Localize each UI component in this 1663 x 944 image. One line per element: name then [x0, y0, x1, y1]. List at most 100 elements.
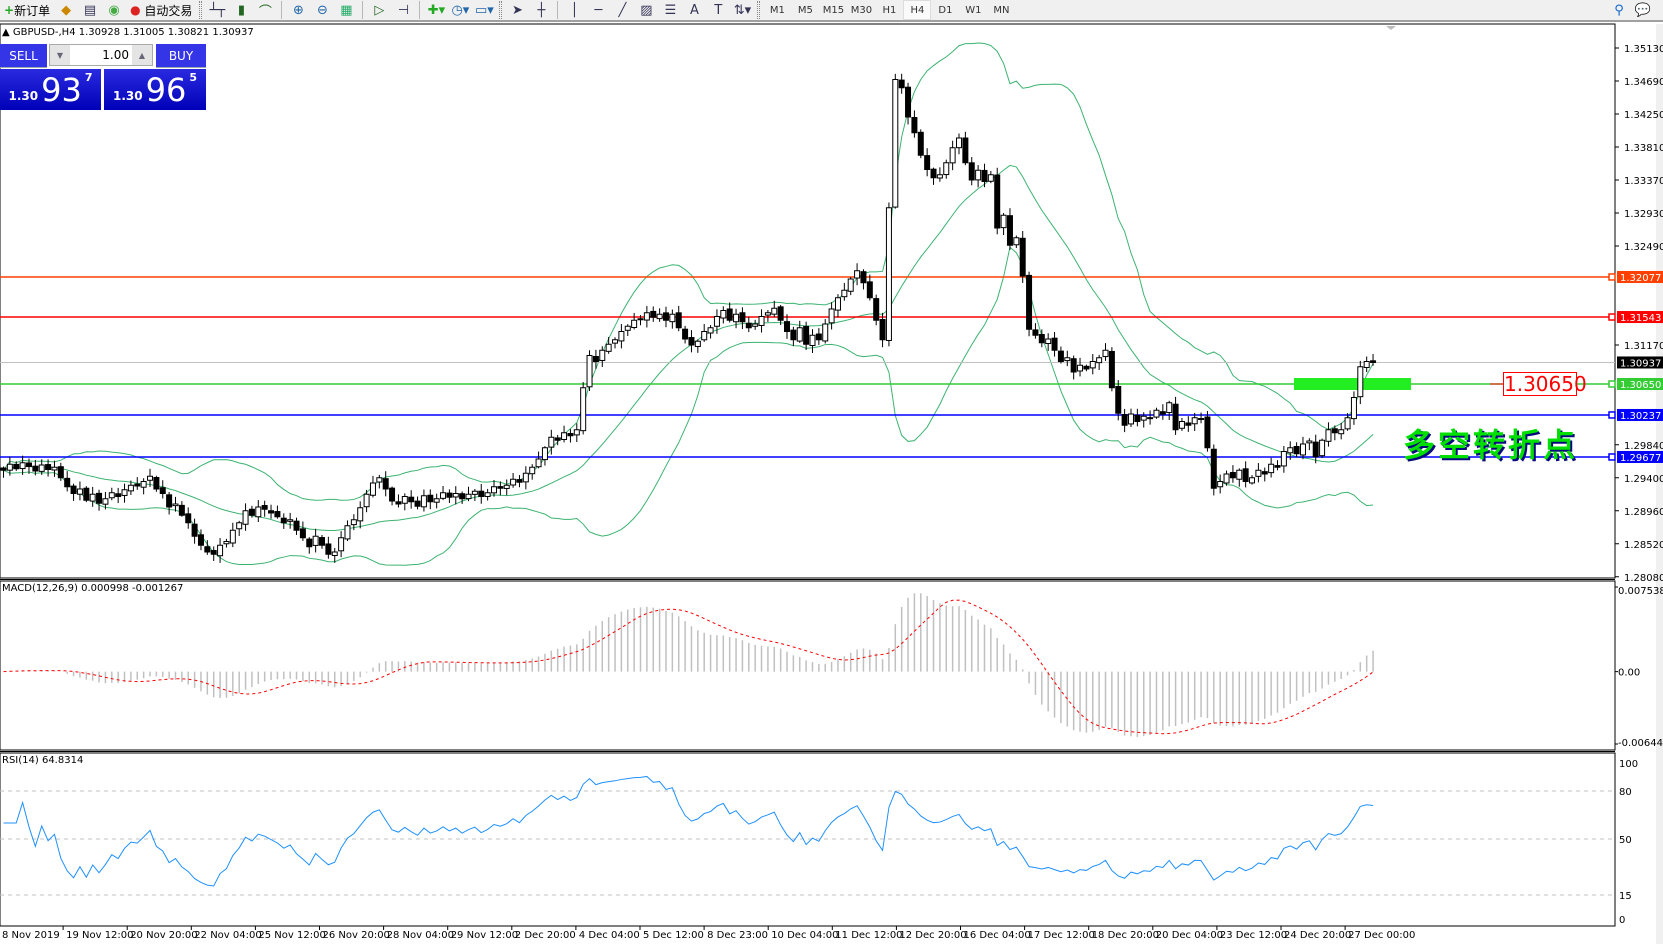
timeframe-m15[interactable]: M15: [822, 4, 845, 16]
price-tick-label: 1.28960: [1624, 507, 1663, 518]
candle: [427, 489, 434, 510]
tile-windows-icon[interactable]: ▦: [340, 2, 353, 18]
trendline-icon[interactable]: ╱: [618, 2, 627, 18]
bear-candle-body: [968, 162, 975, 181]
timeframe-m30[interactable]: M30: [850, 4, 873, 16]
bear-candle-body: [1026, 274, 1033, 330]
chart-shift-icon[interactable]: ⊣: [397, 2, 410, 18]
timeframe-m5[interactable]: M5: [797, 4, 813, 16]
buy-price[interactable]: 1.30 96 5: [104, 69, 206, 110]
candle: [1102, 343, 1109, 361]
buy-button[interactable]: BUY: [156, 44, 206, 68]
candlestick-icon[interactable]: ▮: [237, 2, 245, 18]
bear-candle-body: [45, 464, 52, 471]
bear-candle-body: [1121, 414, 1128, 426]
candle: [51, 460, 58, 477]
one-click-trading-panel: SELL ▼ 1.00 ▲ BUY 1.30 93 7 1.30 96 5: [0, 44, 206, 110]
market-watch-icon[interactable]: ◆: [61, 2, 72, 18]
timeframe-w1[interactable]: W1: [965, 4, 982, 16]
candle: [134, 477, 141, 490]
candle: [1242, 461, 1249, 488]
lot-increase-button[interactable]: ▲: [132, 45, 152, 65]
periods-icon[interactable]: ◷▾: [451, 2, 470, 18]
new-order-button[interactable]: + 新订单: [4, 3, 51, 18]
cursor-icon[interactable]: ➤: [511, 2, 523, 18]
zoom-out-icon[interactable]: ⊖: [316, 2, 328, 18]
level-price-tag-text: 1.29677: [1620, 453, 1661, 464]
bear-candle-body: [70, 485, 77, 494]
time-tick-label: 20 Nov 20:00: [130, 930, 197, 941]
fibonacci-fan-icon[interactable]: ▨: [640, 2, 653, 18]
lot-size-input[interactable]: ▼ 1.00 ▲: [49, 44, 153, 66]
macd-tick-label: 0.00: [1618, 668, 1640, 679]
level-price-tag: [1617, 378, 1663, 390]
chat-icon[interactable]: 💬: [1634, 2, 1652, 18]
bear-candle-body: [248, 508, 255, 516]
candle: [522, 466, 529, 490]
candle: [968, 157, 975, 186]
search-icon[interactable]: ⚲: [1614, 2, 1624, 18]
candle: [1204, 410, 1211, 452]
collapse-icon[interactable]: ▲: [2, 27, 10, 38]
navigator-icon[interactable]: ▤: [83, 2, 97, 18]
time-tick-label: 16 Dec 04:00: [964, 930, 1031, 941]
text-label-icon[interactable]: T: [714, 2, 723, 18]
text-icon[interactable]: A: [689, 2, 699, 18]
candle: [45, 459, 52, 477]
horizontal-line-icon[interactable]: ─: [594, 2, 603, 18]
bear-candle-body: [319, 537, 325, 546]
templates-icon[interactable]: ▭▾: [475, 2, 494, 18]
timeframe-h4[interactable]: H4: [903, 0, 932, 20]
bar-chart-icon[interactable]: ┴┬: [209, 2, 226, 18]
bear-candle-body: [1185, 422, 1192, 426]
fibonacci-icon[interactable]: ☰: [664, 2, 677, 18]
zoom-in-icon[interactable]: ⊕: [292, 2, 304, 18]
bull-candle-body: [223, 541, 230, 545]
candle: [592, 349, 599, 369]
bear-candle-body: [185, 513, 192, 524]
bear-candle-body: [803, 325, 810, 345]
candle: [784, 314, 791, 339]
candle: [1210, 444, 1217, 496]
arrows-icon[interactable]: ⇅▾: [733, 2, 752, 18]
lot-decrease-button[interactable]: ▼: [50, 45, 70, 65]
lot-size-value[interactable]: 1.00: [102, 48, 129, 62]
signals-icon[interactable]: ◉: [108, 2, 120, 18]
sell-price[interactable]: 1.30 93 7: [0, 69, 101, 110]
bull-candle-body: [535, 458, 542, 468]
bull-candle-body: [956, 137, 962, 149]
bollinger-middle: [3, 164, 1374, 532]
timeframe-h1[interactable]: H1: [882, 4, 897, 16]
bull-candle-body: [713, 316, 720, 327]
bull-candle-body: [643, 312, 650, 321]
auto-trading-button[interactable]: ● 自动交易: [126, 0, 196, 20]
sell-button[interactable]: SELL: [0, 44, 47, 68]
bull-candle-body: [586, 355, 593, 388]
bear-candle-body: [745, 322, 752, 329]
autoscroll-icon[interactable]: ▷: [374, 2, 385, 18]
line-chart-icon[interactable]: ⌒: [258, 4, 272, 20]
bull-candle-body: [89, 493, 96, 502]
level-price-label[interactable]: 1.30650: [1503, 372, 1587, 396]
bull-candle-body: [624, 325, 631, 331]
bull-candle-body: [631, 319, 638, 328]
candle: [1038, 329, 1045, 348]
bear-candle-body: [879, 318, 886, 341]
timeframe-d1[interactable]: D1: [938, 4, 953, 16]
candle: [287, 512, 294, 529]
candle: [790, 326, 797, 346]
indicators-icon[interactable]: ✚▾: [427, 2, 446, 18]
candle: [1096, 354, 1103, 370]
crosshair-icon[interactable]: ┼: [537, 2, 546, 18]
reversal-point-annotation[interactable]: 多空转折点: [1403, 426, 1579, 464]
level-handle: [1608, 273, 1616, 281]
candle: [841, 282, 848, 301]
bear-candle-body: [1019, 237, 1026, 277]
bull-candle-body: [1344, 417, 1351, 430]
timeframe-mn[interactable]: MN: [993, 4, 1010, 16]
vertical-line-icon[interactable]: │: [570, 2, 579, 18]
candle: [1057, 346, 1064, 364]
timeframe-m1[interactable]: M1: [769, 4, 785, 16]
bear-candle-body: [1038, 334, 1045, 344]
